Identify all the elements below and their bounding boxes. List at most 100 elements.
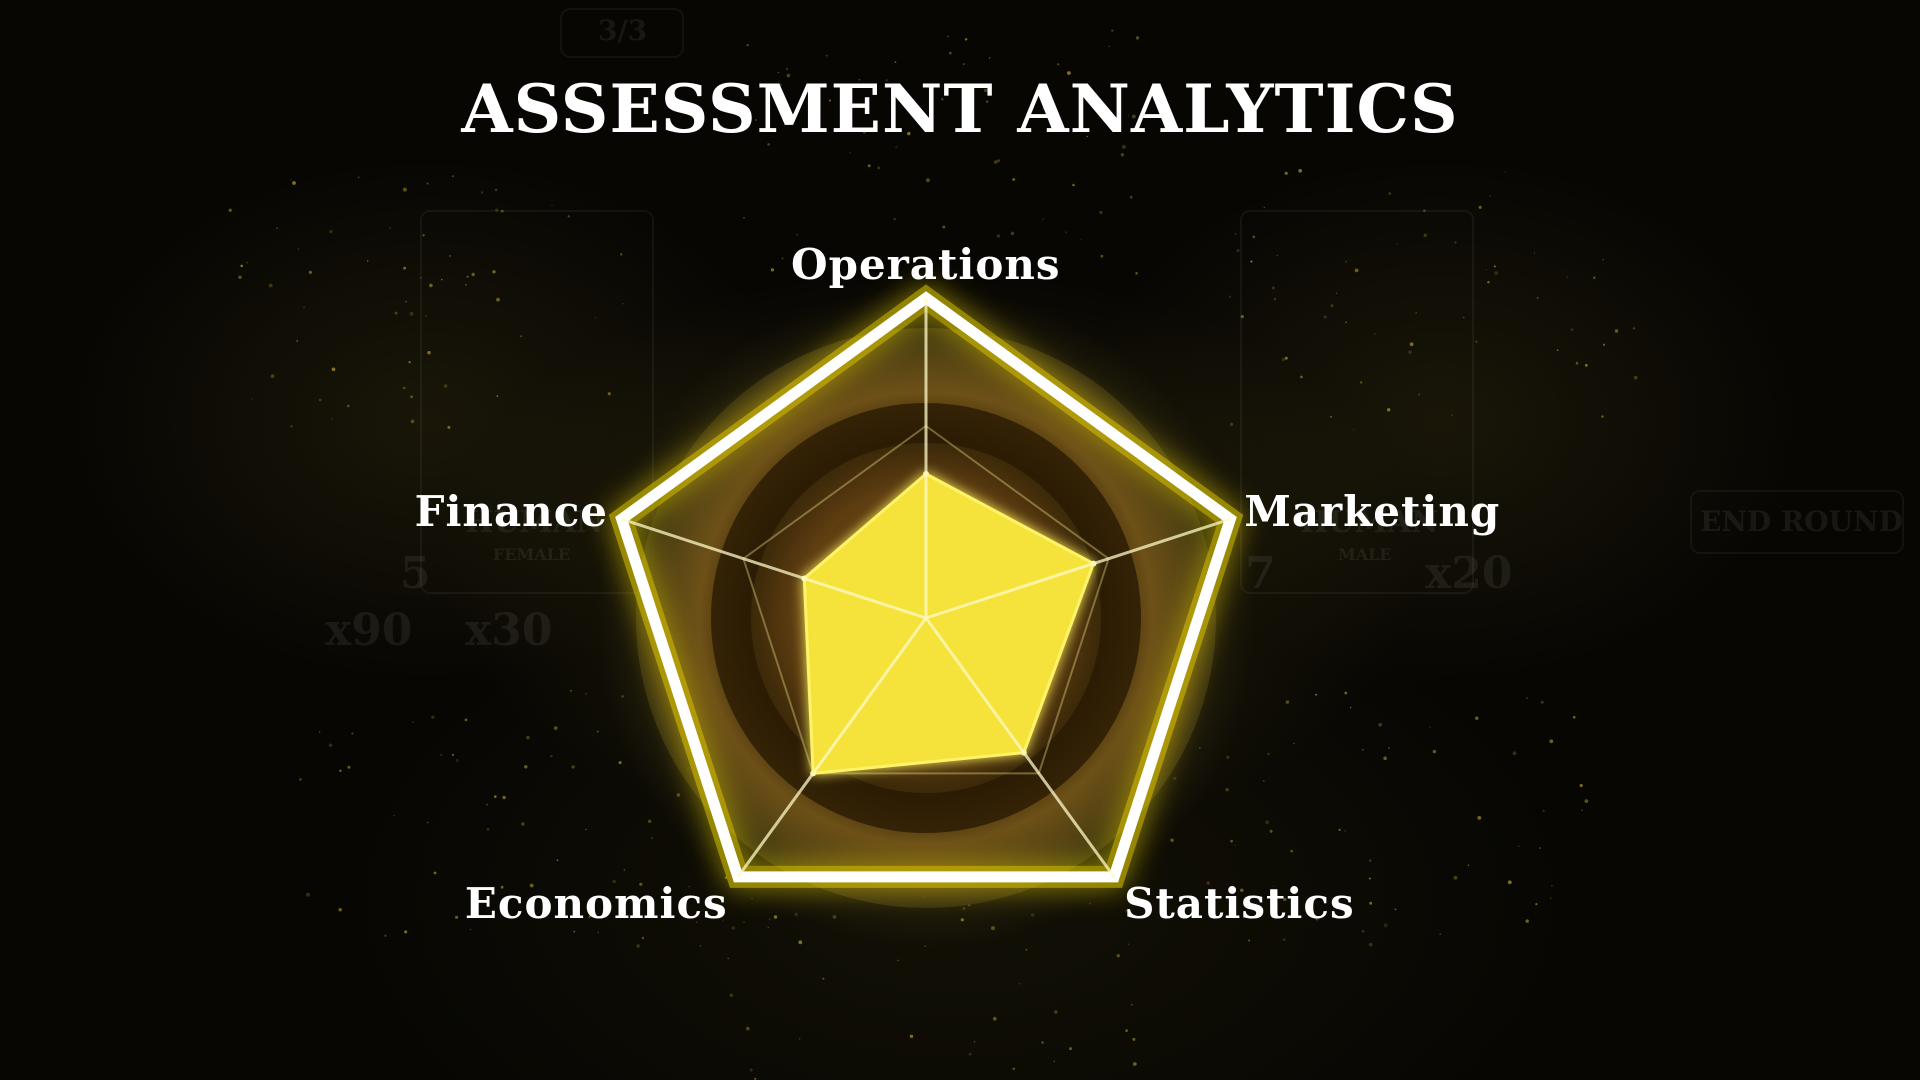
- sparkle-particle: [1493, 265, 1496, 268]
- sparkle-particle: [403, 386, 406, 390]
- sparkle-particle: [620, 253, 623, 256]
- sparkle-particle: [1602, 258, 1604, 261]
- sparkle-particle: [1284, 171, 1288, 175]
- sparkle-particle: [1283, 938, 1286, 941]
- sparkle-particle: [1293, 742, 1295, 745]
- sparkle-particle: [767, 926, 770, 929]
- right-card-name: HUMAN: [1300, 505, 1439, 540]
- sparkle-particle: [749, 1068, 753, 1072]
- sparkle-particle: [641, 936, 645, 940]
- sparkle-particle: [1432, 749, 1437, 754]
- sparkle-particle: [1069, 1047, 1072, 1051]
- sparkle-particle: [351, 732, 354, 735]
- sparkle-particle: [746, 1026, 750, 1031]
- sparkle-particle: [947, 35, 949, 38]
- sparkle-particle: [1394, 908, 1397, 911]
- sparkle-particle: [240, 264, 243, 268]
- sparkle-particle: [622, 303, 624, 305]
- sparkle-particle: [849, 151, 851, 154]
- sparkle-particle: [746, 44, 749, 47]
- sparkle-particle: [1512, 751, 1517, 756]
- sparkle-particle: [1290, 849, 1294, 853]
- sparkle-particle: [1383, 923, 1388, 928]
- sparkle-particle: [1225, 788, 1229, 792]
- sparkle-particle: [1344, 691, 1348, 695]
- left-card-level: 5: [400, 548, 431, 599]
- sparkle-particle: [743, 217, 745, 219]
- sparkle-particle: [585, 693, 587, 695]
- sparkle-particle: [339, 769, 342, 772]
- sparkle-particle: [425, 315, 427, 317]
- sparkle-particle: [1467, 864, 1470, 866]
- sparkle-particle: [973, 1040, 976, 1043]
- sparkle-particle: [346, 404, 350, 408]
- sparkle-particle: [909, 1034, 914, 1039]
- radar-frame: [615, 291, 1237, 883]
- sparkle-particle: [1345, 321, 1347, 324]
- sparkle-particle: [722, 919, 724, 922]
- sparkle-particle: [290, 425, 293, 428]
- sparkle-particle: [907, 131, 911, 136]
- sparkle-particle: [567, 215, 570, 218]
- sparkle-particle: [496, 395, 499, 397]
- sparkle-particle: [427, 822, 429, 824]
- sparkle-particle: [1475, 340, 1478, 344]
- sparkle-particle: [1453, 875, 1458, 880]
- sparkle-particle: [347, 765, 351, 769]
- sparkle-particle: [926, 178, 930, 183]
- sparkle-particle: [502, 795, 506, 800]
- sparkle-particle: [431, 715, 435, 719]
- sparkle-particle: [1439, 933, 1441, 935]
- sparkle-particle: [389, 226, 392, 230]
- sparkle-particle: [1226, 755, 1230, 759]
- sparkle-particle: [822, 977, 825, 980]
- sparkle-particle: [1415, 312, 1417, 314]
- sparkle-particle: [1121, 144, 1126, 149]
- sparkle-particle: [1349, 706, 1352, 709]
- round-counter: 3/3: [598, 14, 648, 47]
- sparkle-particle: [553, 726, 558, 730]
- sparkle-particle: [1536, 297, 1539, 299]
- sparkle-particle: [1368, 859, 1372, 862]
- sparkle-particle: [1065, 231, 1067, 233]
- sparkle-particle: [992, 1016, 997, 1021]
- sparkle-particle: [1057, 63, 1060, 66]
- sparkle-particle: [1042, 106, 1046, 110]
- left-card-sub: FEMALE: [493, 545, 571, 564]
- sparkle-particle: [306, 892, 311, 897]
- sparkle-particle: [1125, 1029, 1128, 1032]
- sparkle-particle: [520, 335, 523, 338]
- sparkle-particle: [500, 209, 504, 213]
- sparkle-particle: [1265, 820, 1270, 825]
- sparkle-particle: [607, 392, 611, 396]
- sparkle-particle: [993, 160, 998, 164]
- sparkle-particle: [1267, 752, 1270, 756]
- sparkle-particle: [1041, 1041, 1044, 1044]
- sparkle-particle: [1170, 838, 1174, 842]
- sparkle-particle: [466, 275, 469, 278]
- sparkle-particle: [877, 166, 880, 170]
- radar-point-marketing: [1090, 560, 1097, 567]
- sparkle-particle: [524, 765, 528, 769]
- sparkle-particle: [862, 130, 866, 134]
- sparkle-particle: [1281, 357, 1286, 362]
- sparkle-particle: [867, 164, 871, 168]
- sparkle-particle: [1285, 700, 1290, 704]
- sparkle-particle: [1100, 254, 1104, 258]
- sparkle-particle: [449, 255, 451, 257]
- sparkle-particle: [469, 928, 472, 931]
- sparkle-particle: [1335, 292, 1338, 294]
- sparkle-particle: [1230, 422, 1234, 426]
- sparkle-particle: [494, 188, 498, 192]
- sparkle-particle: [1234, 233, 1237, 235]
- sparkle-particle: [486, 803, 489, 806]
- sparkle-particle: [1633, 375, 1638, 380]
- radar-point-economics: [810, 770, 817, 777]
- sparkle-particle: [393, 814, 395, 817]
- sparkle-particle: [695, 921, 698, 924]
- sparkle-particle: [1054, 1010, 1058, 1014]
- sparkle-particle: [551, 204, 553, 207]
- sparkle-particle: [440, 754, 443, 757]
- sparkle-particle: [895, 146, 898, 149]
- sparkle-particle: [648, 819, 652, 823]
